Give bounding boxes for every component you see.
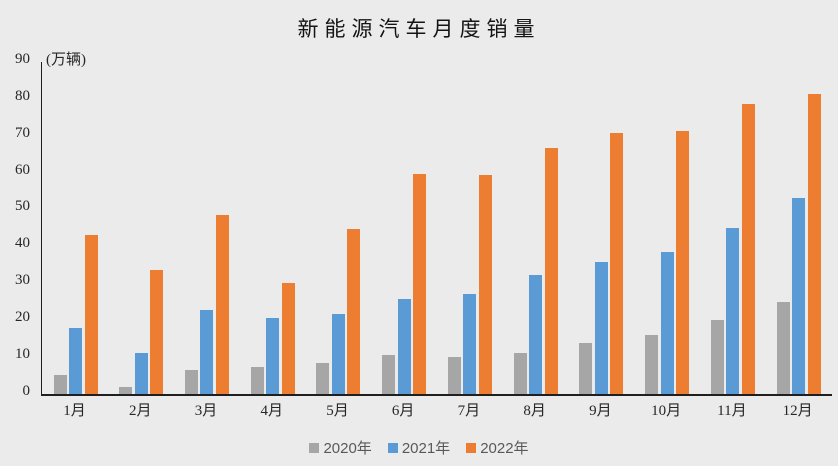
bar-2021年-2月 (134, 352, 148, 394)
y-tick-label-80: 80 (15, 87, 30, 104)
bar-2021年-8月 (529, 275, 543, 394)
bar-2022年-6月 (413, 173, 427, 394)
x-tick-label-9月: 9月 (589, 403, 612, 419)
bar-2022年-11月 (741, 104, 755, 394)
y-tick-label-60: 60 (15, 161, 30, 178)
y-axis-unit-label: (万辆) (46, 52, 86, 68)
legend: 2020年 2021年 2022年 (0, 437, 838, 458)
x-tick-label-5月: 5月 (326, 403, 349, 419)
bar-2022年-2月 (150, 270, 164, 394)
x-tick-label-12月: 12月 (782, 403, 813, 419)
x-tick-label-8月: 8月 (523, 403, 546, 419)
bar-2022年-10月 (676, 130, 690, 394)
legend-swatch-icon (387, 442, 398, 453)
x-tick-label-1月: 1月 (63, 403, 86, 419)
y-axis-tick-labels: 0 10 20 30 40 50 60 70 80 90 (0, 0, 30, 466)
bar-2021年-12月 (792, 197, 806, 394)
bar-2020年-8月 (513, 353, 527, 394)
bar-2021年-11月 (726, 227, 740, 394)
bar-2022年-5月 (347, 228, 361, 394)
x-tick-label-11月: 11月 (717, 403, 747, 419)
bar-2020年-11月 (710, 319, 724, 394)
y-tick-label-30: 30 (15, 272, 30, 288)
bar-2020年-7月 (447, 357, 461, 394)
y-tick-label-20: 20 (15, 308, 30, 325)
legend-label: 2022年 (480, 440, 529, 457)
bar-2022年-4月 (281, 283, 295, 394)
x-tick-label-4月: 4月 (260, 403, 283, 419)
bar-2020年-6月 (382, 355, 396, 394)
y-tick-label-0: 0 (22, 382, 31, 399)
legend-item-2021年: 2021年 (387, 437, 451, 458)
bar-2020年-9月 (579, 342, 593, 394)
bar-2021年-7月 (463, 293, 477, 394)
y-tick-label-50: 50 (15, 198, 30, 215)
chart-title: 新能源汽车月度销量 (297, 17, 541, 41)
legend-item-2022年: 2022年 (466, 437, 529, 458)
legend-swatch-icon (466, 442, 477, 453)
x-tick-label-6月: 6月 (391, 403, 415, 419)
bar-2022年-12月 (807, 93, 821, 394)
x-axis-tick-labels: 1月 2月 3月 4月 5月 6月 7月 8月 9月 10月 11月 12月 (0, 402, 838, 422)
bar-2020年-2月 (119, 387, 133, 394)
bar-2021年-1月 (69, 327, 82, 394)
x-tick-label-2月: 2月 (128, 403, 152, 419)
y-tick-label-90: 90 (15, 51, 30, 67)
bar-2021年-6月 (397, 299, 411, 394)
bar-2022年-7月 (478, 175, 492, 394)
y-tick-label-40: 40 (15, 235, 30, 252)
y-tick-label-10: 10 (15, 345, 30, 362)
legend-item-2020年: 2020年 (309, 437, 372, 458)
bar-2020年-10月 (645, 334, 659, 394)
x-tick-label-10月: 10月 (651, 403, 682, 419)
legend-label: 2020年 (323, 440, 372, 457)
bar-2021年-4月 (266, 317, 280, 394)
plot-area (41, 62, 832, 396)
bar-2021年-10月 (660, 252, 674, 394)
legend-swatch-icon (309, 442, 320, 453)
bar-2022年-3月 (215, 215, 229, 394)
bar-2021年-9月 (594, 262, 608, 394)
x-tick-label-7月: 7月 (457, 403, 481, 419)
legend-label: 2021年 (401, 440, 451, 457)
bar-2022年-1月 (84, 234, 98, 394)
bar-2022年-9月 (610, 132, 624, 394)
bar-2020年-12月 (776, 302, 790, 394)
bar-2021年-5月 (331, 313, 345, 394)
bar-2020年-3月 (184, 370, 198, 394)
bar-2021年-3月 (200, 310, 214, 394)
bar-2020年-1月 (53, 375, 67, 394)
y-tick-label-70: 70 (15, 124, 30, 141)
bar-2020年-5月 (316, 363, 330, 394)
x-tick-label-3月: 3月 (194, 403, 218, 419)
bar-2022年-8月 (544, 148, 558, 394)
bar-2020年-4月 (250, 366, 264, 394)
